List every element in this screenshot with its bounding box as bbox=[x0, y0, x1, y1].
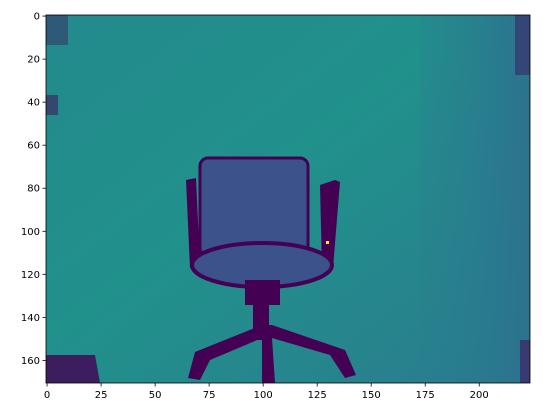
x-tick-label: 75 bbox=[203, 390, 216, 401]
y-tick-label: 100 bbox=[21, 227, 40, 238]
y-tick-label: 40 bbox=[27, 98, 40, 109]
x-tick-label: 200 bbox=[470, 390, 489, 401]
y-tick-label: 20 bbox=[27, 55, 40, 66]
frame bbox=[45, 14, 531, 384]
x-tick-label: 50 bbox=[149, 390, 162, 401]
y-tick-label: 80 bbox=[27, 184, 40, 195]
image bbox=[46, 15, 530, 383]
x-tick-label: 0 bbox=[44, 390, 50, 401]
y-tick-label: 160 bbox=[21, 356, 40, 367]
x-tick-label: 25 bbox=[95, 390, 108, 401]
x-tick-label: 175 bbox=[416, 390, 435, 401]
y-tick-label: 60 bbox=[27, 141, 40, 152]
y-tick-label: 120 bbox=[21, 270, 40, 281]
y-tick-label: 140 bbox=[21, 313, 40, 324]
x-tick-label: 100 bbox=[254, 390, 273, 401]
x-tick-label: 150 bbox=[362, 390, 381, 401]
x-tick-label: 125 bbox=[308, 390, 327, 401]
y-tick-label: 0 bbox=[34, 12, 40, 23]
